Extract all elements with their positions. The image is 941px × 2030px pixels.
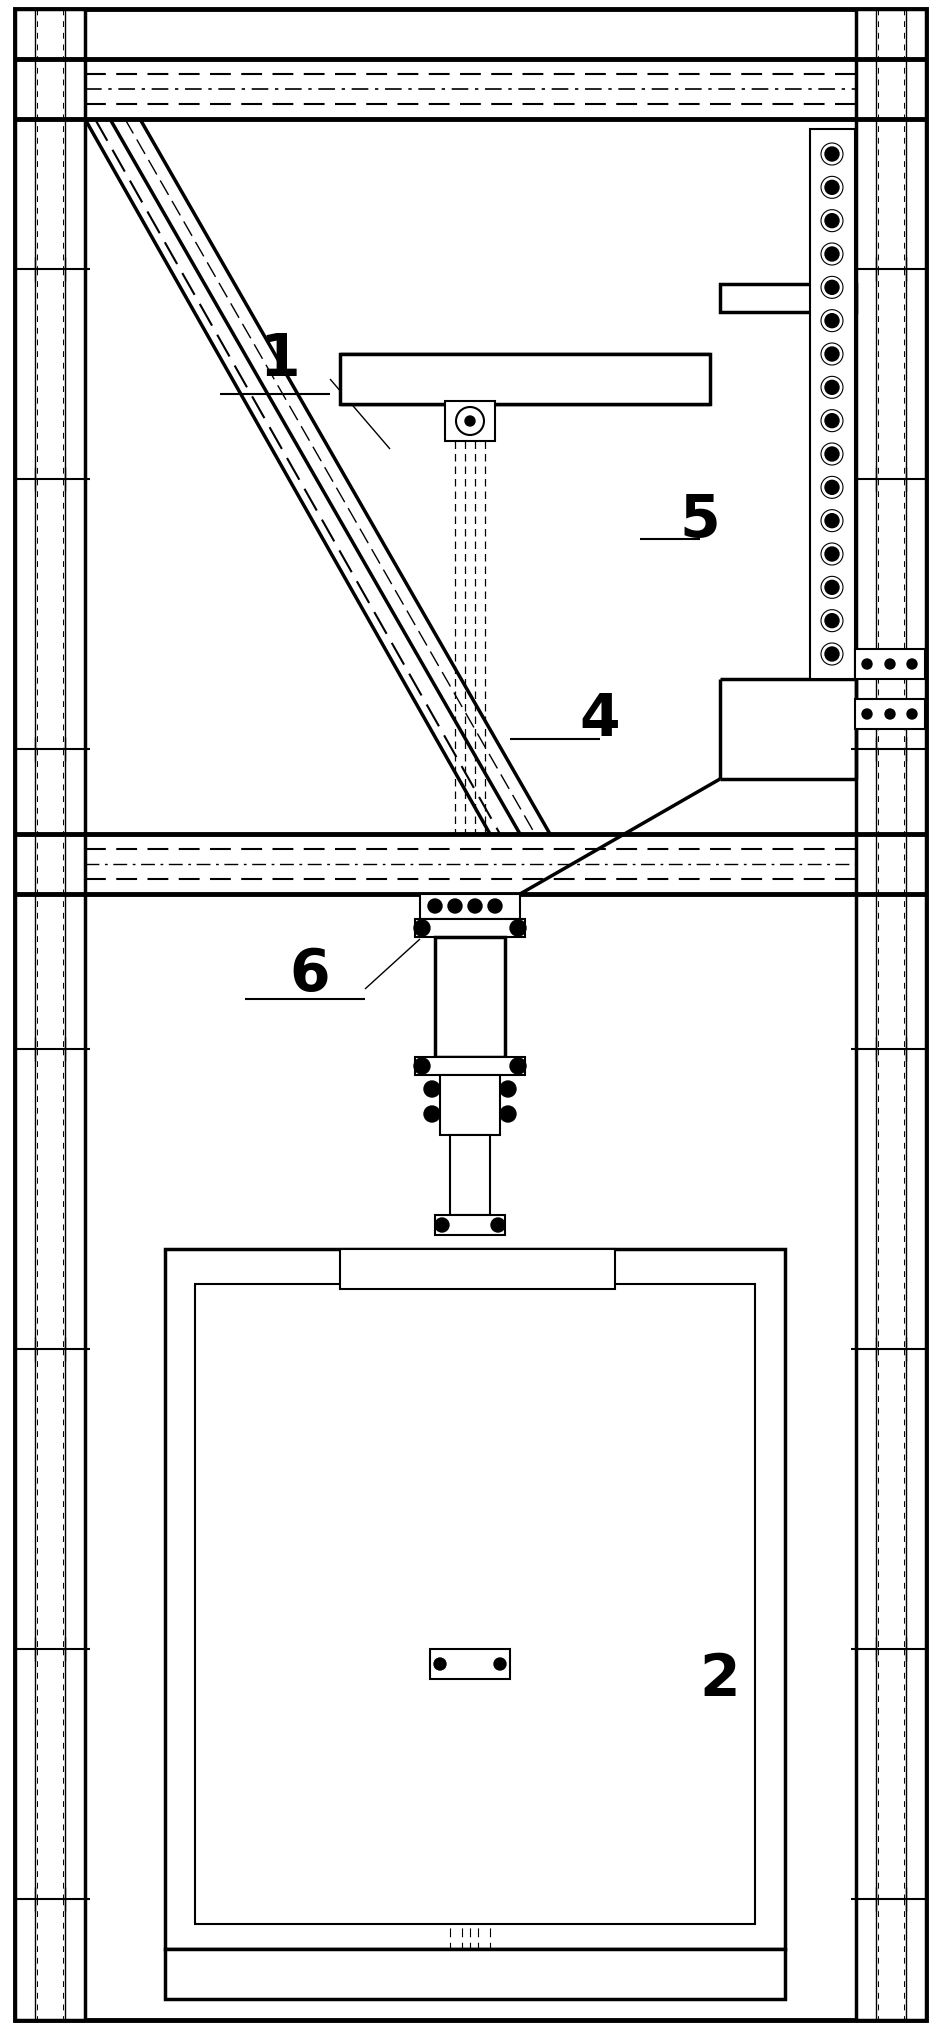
Circle shape xyxy=(414,920,430,936)
Bar xyxy=(340,355,710,404)
Circle shape xyxy=(510,1058,526,1074)
Circle shape xyxy=(424,1106,440,1123)
Circle shape xyxy=(510,920,526,936)
Bar xyxy=(810,130,855,680)
Circle shape xyxy=(424,1082,440,1098)
Bar xyxy=(440,1076,500,1135)
Circle shape xyxy=(825,449,839,461)
Bar xyxy=(720,284,856,313)
Circle shape xyxy=(825,382,839,396)
Circle shape xyxy=(825,282,839,294)
Circle shape xyxy=(825,315,839,329)
Circle shape xyxy=(825,648,839,662)
Circle shape xyxy=(825,481,839,495)
Circle shape xyxy=(428,899,442,914)
Circle shape xyxy=(448,899,462,914)
Circle shape xyxy=(500,1106,516,1123)
Circle shape xyxy=(885,710,895,721)
Circle shape xyxy=(825,181,839,195)
Circle shape xyxy=(414,1058,430,1074)
Circle shape xyxy=(825,548,839,562)
Circle shape xyxy=(907,710,917,721)
Circle shape xyxy=(434,1659,446,1671)
Text: 1: 1 xyxy=(260,331,300,388)
Circle shape xyxy=(500,1082,516,1098)
Bar xyxy=(450,1135,490,1216)
Bar xyxy=(856,10,926,2020)
Circle shape xyxy=(825,347,839,361)
Circle shape xyxy=(465,416,475,426)
Circle shape xyxy=(907,660,917,670)
Bar xyxy=(430,1648,510,1679)
Circle shape xyxy=(825,615,839,629)
Circle shape xyxy=(825,248,839,262)
Circle shape xyxy=(435,1218,449,1232)
Circle shape xyxy=(825,414,839,428)
Circle shape xyxy=(494,1659,506,1671)
Circle shape xyxy=(825,215,839,229)
Bar xyxy=(420,895,520,920)
Circle shape xyxy=(885,660,895,670)
Circle shape xyxy=(491,1218,505,1232)
Bar xyxy=(435,938,505,1058)
Circle shape xyxy=(488,899,502,914)
Text: 5: 5 xyxy=(679,491,721,548)
Bar xyxy=(195,1285,755,1924)
Text: 4: 4 xyxy=(580,690,620,749)
Text: 6: 6 xyxy=(290,946,330,1003)
Bar xyxy=(445,402,495,443)
Bar xyxy=(415,1058,525,1076)
Text: 2: 2 xyxy=(700,1650,741,1707)
Bar xyxy=(165,1248,785,1949)
Bar xyxy=(340,1248,615,1289)
Bar xyxy=(15,10,85,2020)
Circle shape xyxy=(862,710,872,721)
Bar xyxy=(165,1949,785,2000)
Bar xyxy=(855,700,925,729)
Bar xyxy=(415,920,525,938)
Bar xyxy=(435,1216,505,1236)
Circle shape xyxy=(825,514,839,528)
Circle shape xyxy=(825,148,839,162)
Circle shape xyxy=(825,581,839,595)
Circle shape xyxy=(468,899,482,914)
Bar xyxy=(855,650,925,680)
Circle shape xyxy=(862,660,872,670)
